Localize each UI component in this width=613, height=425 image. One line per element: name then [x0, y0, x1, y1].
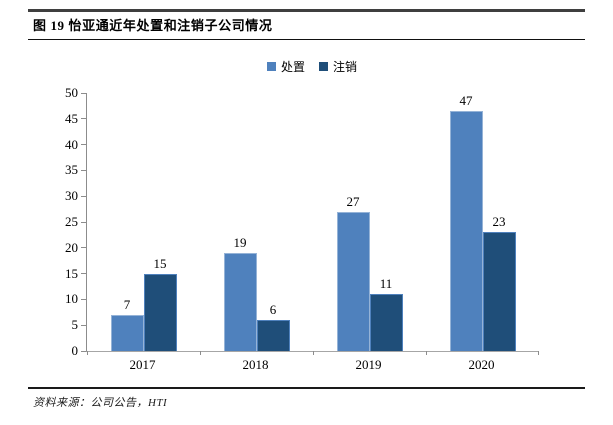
- chart-plot-area: 7 15 19 6 27 11 47 23: [86, 93, 539, 355]
- bar-series0-2020: [449, 111, 483, 351]
- y-tick-label: 30: [65, 188, 78, 204]
- bar-series1-2018: [256, 320, 290, 351]
- bar-value-label: 6: [269, 302, 277, 318]
- bar-series1-2019: [369, 294, 403, 351]
- x-tick-mark: [426, 351, 427, 355]
- bar-group-2017: 7 15: [87, 93, 200, 351]
- x-category-label: 2017: [129, 357, 156, 372]
- x-axis-labels: 2017 2018 2019 2020: [86, 357, 538, 373]
- y-tick-label: 15: [65, 265, 78, 281]
- y-tick-label: 25: [65, 214, 78, 229]
- legend-swatch-icon: [266, 62, 276, 71]
- bar-slot: 23: [482, 93, 516, 351]
- bar-value-label: 7: [123, 296, 131, 312]
- bar-value-label: 15: [153, 255, 167, 271]
- bar-slot: 27: [336, 93, 370, 351]
- bar-value-label: 27: [346, 193, 360, 209]
- title-divider: [28, 39, 585, 40]
- x-category-label: 2019: [355, 357, 382, 372]
- y-tick-mark: [81, 350, 86, 352]
- bar-slot: 19: [223, 93, 257, 351]
- y-tick-mark: [81, 324, 86, 326]
- y-tick-mark: [81, 273, 86, 275]
- legend-swatch-icon: [319, 62, 328, 71]
- bar-value-label: 19: [233, 234, 247, 250]
- y-tick-mark: [81, 144, 86, 146]
- y-tick-label: 50: [65, 85, 78, 100]
- top-divider: [28, 9, 585, 12]
- legend-item-1: 注销: [319, 58, 357, 75]
- bar-slot: 15: [143, 93, 177, 351]
- bar-value-label: 11: [379, 276, 393, 292]
- bar-series1-2017: [143, 273, 177, 351]
- bar-group-2020: 47 23: [426, 93, 539, 351]
- y-tick-mark: [81, 195, 86, 197]
- y-tick-mark: [81, 169, 86, 171]
- y-tick-label: 10: [65, 291, 78, 307]
- chart-legend: 处置 注销: [86, 58, 538, 75]
- legend-label: 注销: [333, 60, 358, 74]
- bar-value-label: 47: [459, 93, 473, 108]
- bar-slot: 11: [369, 93, 403, 351]
- bar-slot: 6: [256, 93, 290, 351]
- figure-title: 图 19 怡亚通近年处置和注销子公司情况: [33, 18, 273, 33]
- bar-series0-2019: [336, 211, 370, 351]
- y-tick-mark: [81, 118, 86, 120]
- bar-series1-2020: [482, 232, 516, 351]
- y-tick-mark: [81, 221, 86, 223]
- bottom-divider: [28, 387, 585, 389]
- y-tick-label: 35: [65, 162, 78, 178]
- bar-series0-2018: [223, 252, 257, 351]
- y-tick-label: 45: [65, 110, 78, 126]
- x-tick-mark: [87, 351, 88, 355]
- x-tick-mark: [313, 351, 314, 355]
- bar-series0-2017: [110, 314, 144, 351]
- x-category-label: 2020: [468, 357, 495, 372]
- y-tick-mark: [81, 298, 86, 300]
- x-tick-mark: [200, 351, 201, 355]
- x-category-label: 2018: [242, 357, 269, 372]
- y-tick-mark: [81, 92, 86, 94]
- y-tick-mark: [81, 247, 86, 249]
- y-tick-label: 40: [65, 136, 78, 152]
- legend-item-0: 处置: [266, 58, 305, 75]
- bar-slot: 47: [449, 93, 483, 351]
- bar-slot: 7: [110, 93, 144, 351]
- x-tick-mark: [538, 351, 539, 355]
- bar-group-2018: 19 6: [200, 93, 313, 351]
- bar-value-label: 23: [492, 214, 506, 230]
- y-tick-label: 20: [65, 239, 78, 255]
- source-note: 资料来源：公司公告，HTI: [33, 397, 168, 409]
- bar-group-2019: 27 11: [313, 93, 426, 351]
- y-tick-label: 5: [71, 317, 79, 333]
- y-tick-label: 0: [71, 343, 79, 358]
- legend-label: 处置: [280, 60, 305, 74]
